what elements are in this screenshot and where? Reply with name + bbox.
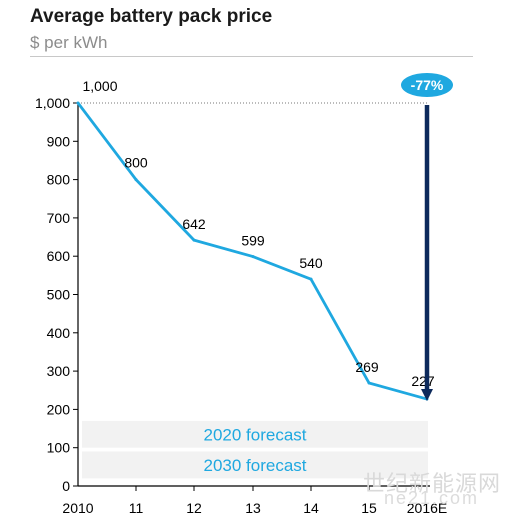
x-tick-label-14: 14 <box>303 500 319 516</box>
data-point-15 <box>367 381 371 385</box>
y-tick-label-1,000: 1,000 <box>35 95 70 111</box>
data-label-11: 800 <box>124 155 148 171</box>
data-label-13: 599 <box>241 233 265 249</box>
data-point-14 <box>309 277 313 281</box>
series-line <box>76 102 428 401</box>
y-tick-label-700: 700 <box>47 210 71 226</box>
y-tick-label-200: 200 <box>47 401 71 417</box>
title-divider <box>30 56 473 57</box>
data-point-2010 <box>76 101 80 105</box>
decline-arrow-head <box>421 389 433 402</box>
x-tick-label-2010: 2010 <box>62 500 93 516</box>
data-label-2010: 1,000 <box>82 78 117 94</box>
forecast-band-label-1: 2020 forecast <box>203 425 306 444</box>
data-label-2016E: 227 <box>411 373 435 389</box>
x-tick-label-11: 11 <box>129 500 144 516</box>
forecast-band-2 <box>82 451 428 479</box>
data-label-15: 269 <box>355 359 379 375</box>
watermark-text: 世纪新能源网 <box>362 471 501 496</box>
x-tick-label-15: 15 <box>361 500 377 516</box>
decline-badge <box>401 73 453 97</box>
decline-badge-label: -77% <box>411 77 444 93</box>
y-tick-label-400: 400 <box>47 325 71 341</box>
data-point-12 <box>192 238 196 242</box>
data-point-11 <box>134 178 138 182</box>
data-point-13 <box>251 255 255 259</box>
y-tick-label-800: 800 <box>47 172 71 188</box>
x-tick-label-2016E: 2016E <box>407 500 447 516</box>
x-tick-label-12: 12 <box>186 500 202 516</box>
data-label-12: 642 <box>182 216 206 232</box>
forecast-band-1 <box>82 420 428 448</box>
y-tick-label-500: 500 <box>47 287 71 303</box>
data-label-14: 540 <box>299 255 323 271</box>
forecast-band-label-2: 2030 forecast <box>203 456 306 475</box>
x-tick-label-13: 13 <box>245 500 261 516</box>
chart-subtitle: $ per kWh <box>30 33 108 52</box>
y-tick-label-900: 900 <box>47 133 71 149</box>
y-tick-label-0: 0 <box>62 478 70 494</box>
y-tick-label-100: 100 <box>47 440 71 456</box>
watermark-url: ne21.com <box>383 488 479 508</box>
chart-title: Average battery pack price <box>30 6 273 27</box>
y-tick-label-300: 300 <box>47 363 71 379</box>
y-tick-label-600: 600 <box>47 248 71 264</box>
